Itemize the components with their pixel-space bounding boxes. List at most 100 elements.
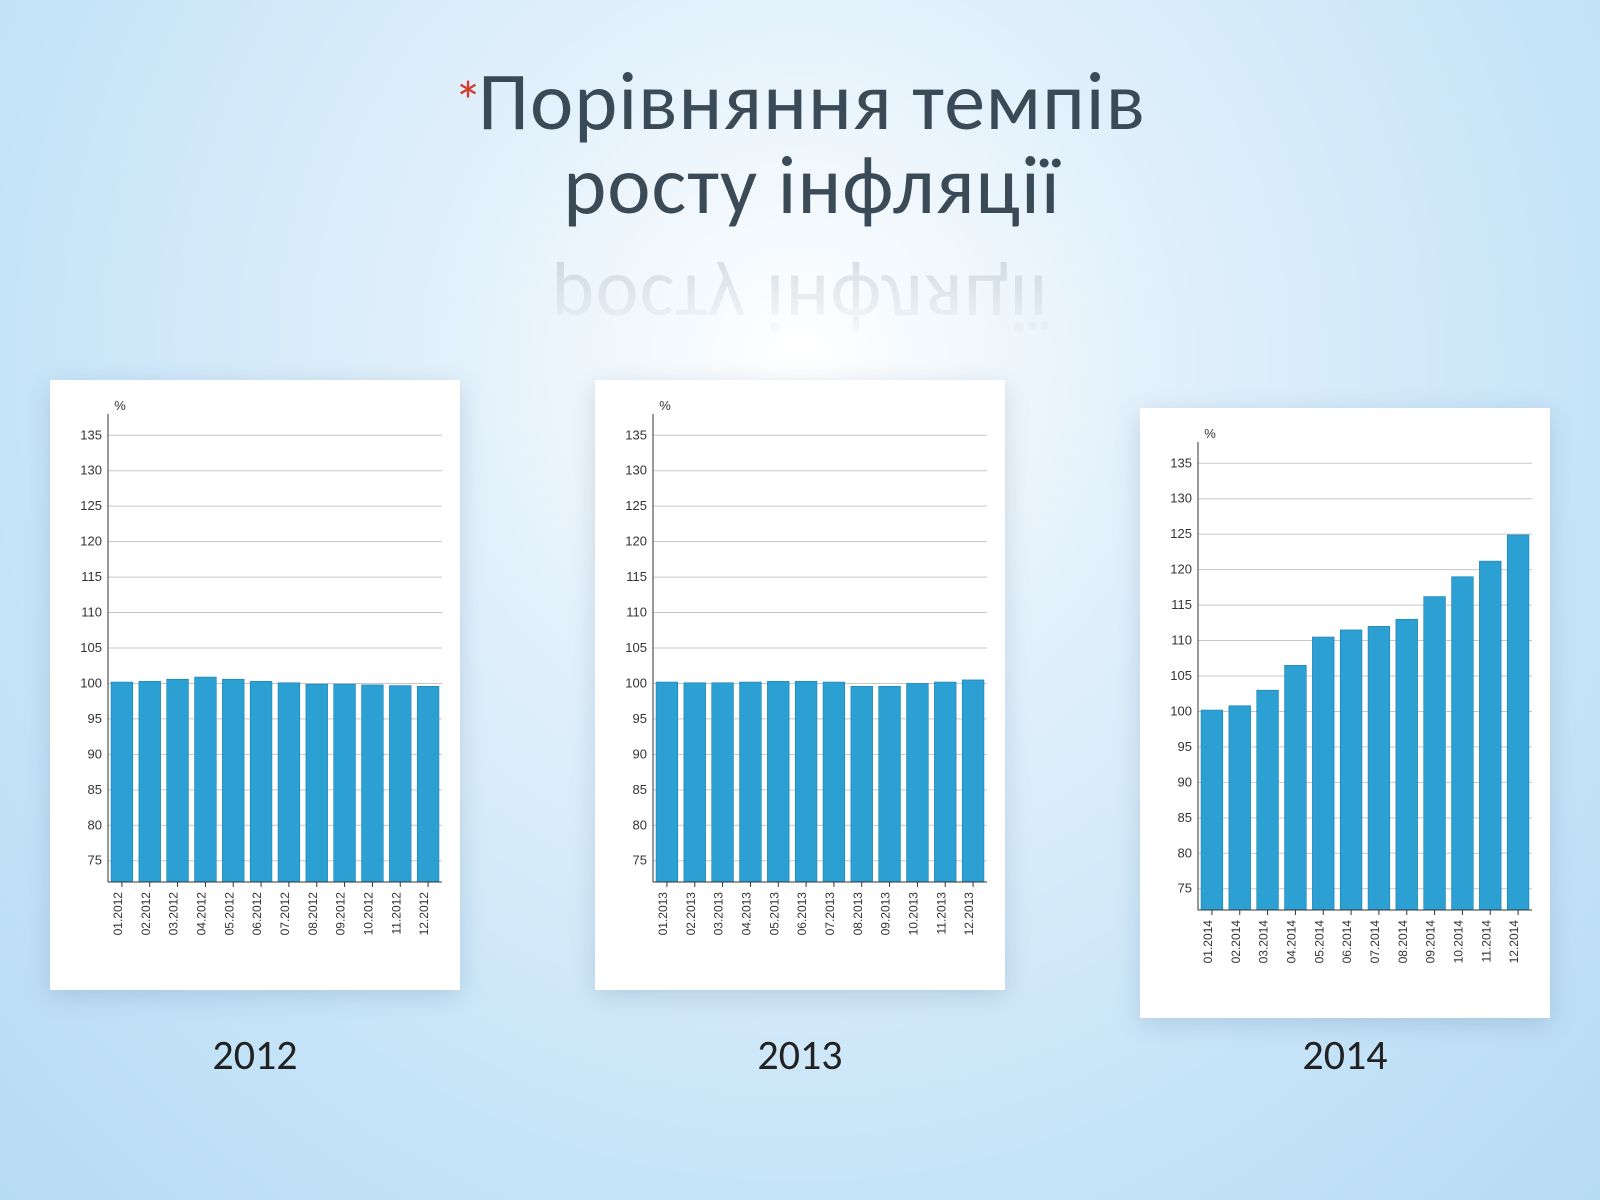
bar <box>278 683 300 882</box>
svg-text:125: 125 <box>1170 526 1192 541</box>
svg-text:110: 110 <box>626 605 647 620</box>
svg-text:80: 80 <box>633 817 647 832</box>
bar <box>684 683 706 882</box>
bar <box>1229 706 1251 910</box>
svg-text:11.2014: 11.2014 <box>1479 920 1493 963</box>
svg-text:02.2014: 02.2014 <box>1229 920 1243 964</box>
bar <box>795 681 817 882</box>
chart-card-2012: 7580859095100105110115120125130135%01.20… <box>50 380 460 990</box>
svg-text:130: 130 <box>1170 491 1192 506</box>
svg-text:85: 85 <box>1178 810 1192 825</box>
svg-text:90: 90 <box>633 746 647 761</box>
bar <box>1368 626 1390 910</box>
svg-text:135: 135 <box>1170 455 1192 470</box>
title-reflection: росту інфляції <box>0 260 1600 344</box>
svg-text:04.2014: 04.2014 <box>1284 920 1298 964</box>
svg-text:100: 100 <box>80 675 102 690</box>
svg-text:80: 80 <box>1178 845 1192 860</box>
svg-text:05.2013: 05.2013 <box>767 892 781 936</box>
svg-text:11.2012: 11.2012 <box>389 892 403 935</box>
slide: * Порівняння темпів росту інфляції росту… <box>0 0 1600 1200</box>
svg-text:06.2013: 06.2013 <box>795 892 809 936</box>
bar <box>1479 561 1501 910</box>
svg-text:08.2013: 08.2013 <box>851 892 865 936</box>
svg-text:01.2013: 01.2013 <box>656 892 670 936</box>
bar <box>962 680 984 882</box>
bar <box>417 686 439 882</box>
svg-text:135: 135 <box>80 427 102 442</box>
svg-text:%: % <box>114 398 126 413</box>
bar <box>851 686 873 882</box>
bar <box>907 683 929 882</box>
svg-text:01.2014: 01.2014 <box>1201 920 1215 964</box>
svg-text:105: 105 <box>80 640 102 655</box>
svg-text:05.2014: 05.2014 <box>1312 920 1326 964</box>
svg-text:95: 95 <box>1178 739 1192 754</box>
year-label-2014: 2014 <box>1140 1030 1550 1081</box>
svg-text:12.2014: 12.2014 <box>1507 920 1521 964</box>
bar <box>250 681 272 882</box>
svg-text:85: 85 <box>633 782 647 797</box>
svg-text:10.2012: 10.2012 <box>361 892 375 936</box>
svg-text:75: 75 <box>1178 881 1192 896</box>
svg-text:12.2012: 12.2012 <box>417 892 431 936</box>
svg-text:09.2013: 09.2013 <box>879 892 893 936</box>
svg-text:03.2013: 03.2013 <box>712 892 726 936</box>
svg-text:09.2014: 09.2014 <box>1424 920 1438 964</box>
svg-text:07.2014: 07.2014 <box>1368 920 1382 964</box>
svg-text:85: 85 <box>88 782 102 797</box>
svg-text:06.2012: 06.2012 <box>250 892 264 936</box>
bar <box>306 684 328 882</box>
svg-text:100: 100 <box>1170 703 1192 718</box>
svg-text:100: 100 <box>625 675 647 690</box>
title-line2: росту інфляції <box>563 136 1060 236</box>
svg-text:95: 95 <box>633 711 647 726</box>
bar <box>195 677 217 882</box>
svg-text:105: 105 <box>625 640 647 655</box>
svg-text:90: 90 <box>88 746 102 761</box>
svg-text:01.2012: 01.2012 <box>111 892 125 936</box>
svg-text:12.2013: 12.2013 <box>962 892 976 936</box>
svg-text:02.2012: 02.2012 <box>139 892 153 936</box>
svg-text:09.2012: 09.2012 <box>334 892 348 936</box>
charts-row: 75 80 85 90 95 100 105 110 115 120 125 130 135% 01.20… <box>50 380 1550 1018</box>
svg-text:115: 115 <box>1171 597 1192 612</box>
svg-text:03.2012: 03.2012 <box>167 892 181 936</box>
bar <box>934 682 956 882</box>
bar <box>111 682 133 882</box>
svg-text:08.2014: 08.2014 <box>1396 920 1410 964</box>
bar <box>656 682 678 882</box>
svg-text:130: 130 <box>80 463 102 478</box>
slide-title: * Порівняння темпів росту інфляції <box>0 60 1600 229</box>
bar <box>1312 637 1334 910</box>
svg-text:11.2013: 11.2013 <box>934 892 948 935</box>
svg-text:03.2014: 03.2014 <box>1257 920 1271 964</box>
svg-text:04.2012: 04.2012 <box>194 892 208 936</box>
bar <box>1507 535 1529 910</box>
bar <box>1452 577 1474 910</box>
bar <box>389 686 411 882</box>
svg-text:10.2014: 10.2014 <box>1451 920 1465 964</box>
bar <box>139 681 161 882</box>
bar <box>222 679 244 882</box>
bar <box>879 686 901 882</box>
bar <box>823 682 845 882</box>
bar <box>1257 690 1279 910</box>
bar <box>334 684 356 882</box>
svg-text:08.2012: 08.2012 <box>306 892 320 936</box>
svg-text:05.2012: 05.2012 <box>222 892 236 936</box>
chart-card-2013: 7580859095100105110115120125130135%01.20… <box>595 380 1005 990</box>
svg-text:95: 95 <box>88 711 102 726</box>
chart-card-2014: 7580859095100105110115120125130135%01.20… <box>1140 408 1550 1018</box>
svg-text:135: 135 <box>625 427 647 442</box>
svg-text:110: 110 <box>81 605 102 620</box>
bar-chart: 7580859095100105110115120125130135%01.20… <box>60 394 450 980</box>
svg-text:105: 105 <box>1170 668 1192 683</box>
svg-text:%: % <box>1204 426 1216 441</box>
bar <box>167 679 189 882</box>
bar <box>1340 630 1362 910</box>
svg-text:06.2014: 06.2014 <box>1340 920 1354 964</box>
bar <box>712 683 734 882</box>
svg-text:02.2013: 02.2013 <box>684 892 698 936</box>
svg-text:120: 120 <box>625 534 647 549</box>
